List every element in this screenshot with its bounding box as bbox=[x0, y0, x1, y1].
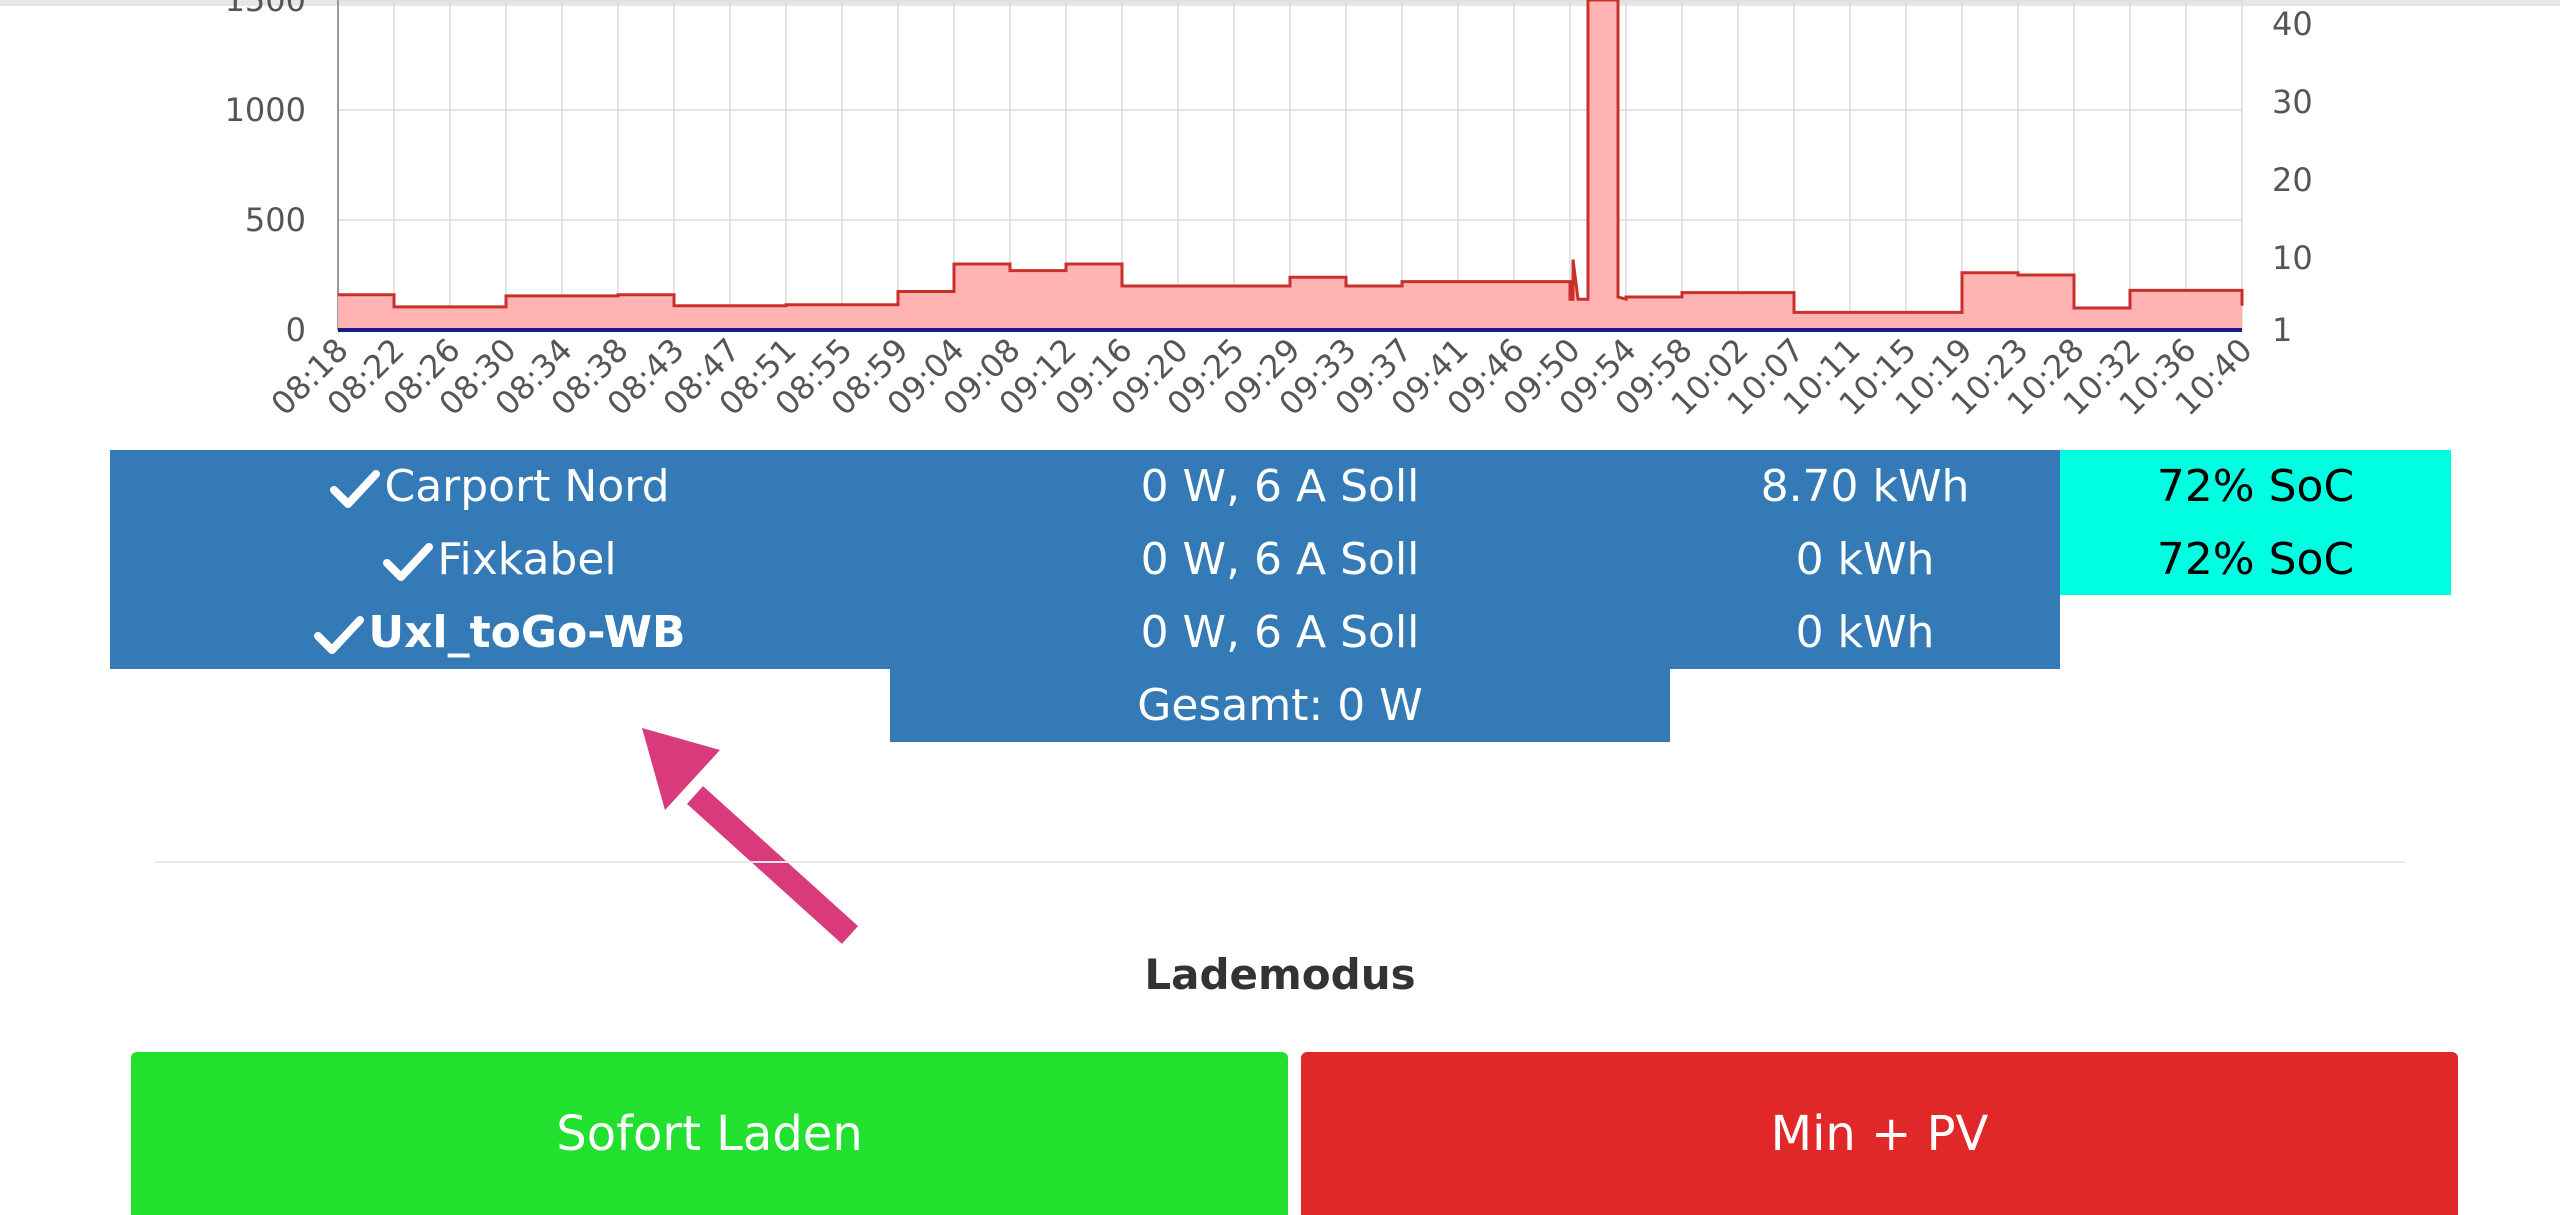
check-icon bbox=[383, 543, 434, 581]
y-tick-label-left: 1000 bbox=[225, 91, 306, 129]
loadpoint-name[interactable]: Carport Nord bbox=[110, 461, 890, 512]
y-tick-label-right: 10 bbox=[2272, 239, 2313, 277]
loadpoint-soc: 72% SoC bbox=[2156, 534, 2355, 585]
chart-series bbox=[338, 0, 2244, 332]
total-power: Gesamt: 0 W bbox=[890, 669, 1670, 742]
loadpoint-name[interactable]: Uxl_toGo-WB bbox=[110, 607, 890, 658]
top-border bbox=[0, 0, 2560, 6]
min-pv-button[interactable]: Min + PV bbox=[1301, 1052, 2458, 1215]
check-icon bbox=[314, 616, 365, 654]
annotation-arrow bbox=[642, 728, 859, 944]
loadpoint-table-bg bbox=[110, 450, 2060, 669]
series-line bbox=[338, 0, 2244, 314]
section-divider bbox=[155, 861, 2405, 863]
y-tick-label-left: 1500 bbox=[225, 0, 306, 19]
y-tick-label-left: 0 bbox=[286, 311, 306, 349]
loadpoint-energy: 0 kWh bbox=[1795, 607, 1935, 658]
loadpoint-power: 0 W, 6 A Soll bbox=[1140, 534, 1420, 585]
loadpoint-row[interactable]: Carport Nord 0 W, 6 A Soll 8.70 kWh 72% … bbox=[0, 450, 2560, 523]
loadpoint-soc: 72% SoC bbox=[2156, 461, 2355, 512]
loadpoint-row[interactable]: Fixkabel 0 W, 6 A Soll 0 kWh 72% SoC bbox=[0, 523, 2560, 596]
y-axis-left: 1500 1000 500 0 bbox=[225, 0, 306, 349]
x-axis: 08:1808:2208:2608:3008:3408:3808:4308:47… bbox=[264, 331, 2260, 423]
y-tick-label-right: 20 bbox=[2272, 161, 2313, 199]
loadpoint-name-label: Carport Nord bbox=[384, 461, 670, 512]
y-tick-label-left: 500 bbox=[245, 201, 306, 239]
loadpoint-name[interactable]: Fixkabel bbox=[110, 534, 890, 585]
sofort-laden-button[interactable]: Sofort Laden bbox=[131, 1052, 1288, 1215]
y-tick-label-right: 1 bbox=[2272, 311, 2292, 349]
power-chart: 1500 1000 500 0 40 30 20 10 1 08:1808:2208:2608… bbox=[225, 0, 2313, 423]
loadpoint-name-label: Fixkabel bbox=[437, 534, 617, 585]
loadpoint-power: 0 W, 6 A Soll bbox=[1140, 461, 1420, 512]
charge-mode-title: Lademodus bbox=[1144, 950, 1416, 999]
y-tick-label-right: 30 bbox=[2272, 83, 2313, 121]
loadpoint-row[interactable]: Uxl_toGo-WB 0 W, 6 A Soll 0 kWh bbox=[0, 596, 2560, 669]
y-tick-label-right: 40 bbox=[2272, 5, 2313, 43]
check-icon bbox=[330, 470, 381, 508]
loadpoint-power: 0 W, 6 A Soll bbox=[1140, 607, 1420, 658]
loadpoint-name-label: Uxl_toGo-WB bbox=[368, 607, 686, 658]
y-axis-right: 40 30 20 10 1 bbox=[2272, 5, 2313, 349]
loadpoint-energy: 8.70 kWh bbox=[1760, 461, 1970, 512]
soc-column-bg bbox=[2060, 450, 2451, 595]
loadpoint-energy: 0 kWh bbox=[1795, 534, 1935, 585]
